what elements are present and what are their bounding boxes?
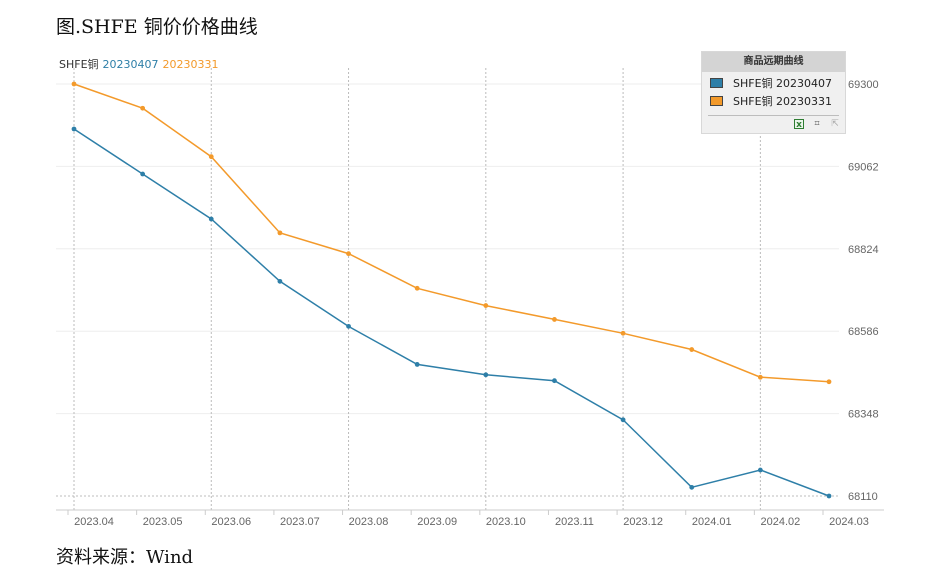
series-1-point: [620, 417, 626, 423]
x-tick-label: 2023.05: [143, 516, 183, 528]
x-tick-label: 2024.01: [692, 516, 732, 528]
y-tick-label: 68110: [848, 491, 878, 503]
series-1-point: [346, 323, 351, 329]
y-tick-label: 69300: [848, 79, 879, 91]
x-tick-label: 2023.08: [349, 516, 389, 528]
series-2-point: [71, 81, 77, 87]
legend-series-a: 20230407: [102, 58, 159, 71]
x-tick-label: 2023.10: [486, 516, 526, 528]
panel-legend-item-1[interactable]: SHFE铜 20230407: [702, 75, 845, 90]
chart-series-legend: SHFE铜 20230407 20230331: [59, 56, 223, 72]
series-1-point: [414, 362, 420, 367]
series-1-point: [552, 378, 557, 384]
x-tick-label: 2024.03: [829, 516, 869, 528]
panel-legend-label-2: SHFE铜 20230331: [733, 94, 833, 108]
series-2-point: [277, 230, 283, 236]
series-1-point: [140, 171, 146, 177]
y-tick-label: 68586: [848, 326, 879, 338]
series-line-1: [73, 128, 830, 497]
series-2-point: [757, 374, 763, 380]
y-tick-label: 68348: [848, 409, 879, 421]
series-1-point: [71, 126, 77, 132]
series-2-point: [414, 285, 420, 291]
x-tick-label: 2023.11: [555, 516, 594, 528]
series-1-point: [826, 493, 832, 499]
series-2-point: [208, 154, 214, 160]
x-tick-label: 2023.06: [211, 516, 251, 528]
panel-toolbar: x ⌗ ⇱: [794, 119, 840, 130]
series-2-point: [689, 347, 695, 352]
y-tick-label: 69062: [848, 161, 879, 173]
series-2-point: [346, 251, 351, 257]
y-tick-label: 68824: [848, 244, 879, 256]
panel-swatch-1: [710, 77, 723, 88]
x-tick-label: 2023.04: [74, 516, 114, 528]
crop-icon[interactable]: ⌗: [814, 119, 820, 129]
series-1-point: [689, 484, 695, 490]
excel-icon[interactable]: x: [794, 119, 804, 130]
series-2-point: [552, 317, 557, 322]
figure-title: 图.SHFE 铜价价格曲线: [56, 16, 258, 38]
x-tick-label: 2023.12: [623, 516, 663, 528]
forward-curve-panel[interactable]: 商品远期曲线 SHFE铜 20230407 SHFE铜 20230331 x ⌗…: [701, 51, 846, 134]
panel-legend-item-2[interactable]: SHFE铜 20230331: [702, 93, 845, 108]
panel-title: 商品远期曲线: [702, 52, 845, 72]
figure-source: 资料来源：Wind: [56, 547, 194, 568]
series-2-point: [620, 330, 626, 336]
series-2-point: [483, 303, 489, 308]
panel-swatch-2: [710, 95, 723, 106]
series-line-2: [73, 83, 830, 383]
series-2-point: [140, 105, 146, 111]
x-tick-label: 2024.02: [760, 516, 800, 528]
legend-prefix: SHFE铜: [59, 58, 99, 71]
series-1-point: [483, 372, 489, 378]
series-1-point: [757, 467, 763, 473]
panel-divider: [708, 115, 839, 116]
x-tick-label: 2023.09: [417, 516, 457, 528]
x-tick-label: 2023.07: [280, 516, 320, 528]
export-icon[interactable]: ⇱: [831, 119, 839, 129]
series-1-point: [277, 278, 283, 284]
series-2-point: [826, 379, 832, 385]
panel-legend-label-1: SHFE铜 20230407: [733, 76, 833, 90]
series-1-point: [208, 216, 214, 222]
legend-series-b: 20230331: [162, 58, 219, 71]
